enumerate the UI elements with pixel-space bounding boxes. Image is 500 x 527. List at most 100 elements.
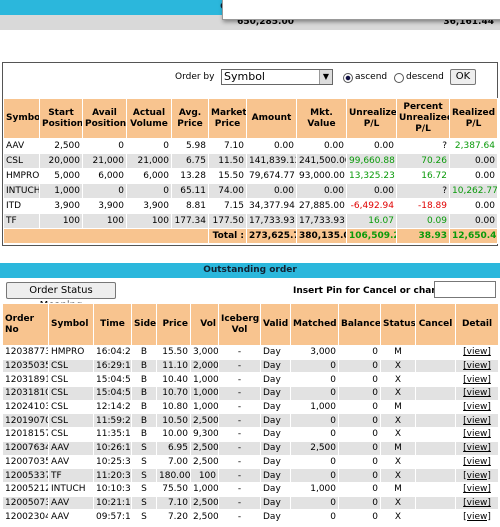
dropdown-arrow: ▼	[319, 70, 332, 84]
column-header: Side	[131, 303, 157, 346]
order-row: 12005337TF11:20:33S180.00100-Day00X[view…	[2, 468, 499, 483]
cell: 17,733.93	[296, 213, 347, 229]
cell: 0	[338, 372, 381, 388]
cancel-cell	[415, 386, 456, 401]
order-row: 12019070CSL11:59:22B10.502,500-Day00X[vi…	[2, 413, 499, 429]
column-header: Iceberg Vol	[218, 303, 261, 346]
view-link[interactable]: [view]	[463, 456, 491, 467]
cell: 1,000	[290, 481, 339, 497]
cell: 11:20:33	[93, 468, 132, 483]
cell: Day	[260, 358, 291, 374]
ok-button[interactable]: OK	[450, 69, 476, 85]
cell: 09:57:17	[93, 509, 132, 524]
cell: 0	[338, 440, 381, 456]
cell: AAV	[48, 440, 94, 456]
view-link[interactable]: [view]	[463, 443, 491, 454]
ascend-radio[interactable]	[343, 73, 353, 83]
cell: 3,000	[290, 345, 339, 360]
cell: 16:04:29	[93, 345, 132, 360]
cell: -	[218, 399, 261, 415]
cell: CSL	[48, 358, 94, 374]
cell: 0	[338, 345, 381, 360]
cell: 7.15	[208, 198, 247, 214]
view-link[interactable]: [view]	[463, 402, 491, 413]
pin-label: Insert Pin for Cancel or change:	[293, 286, 454, 296]
cell: -18.89	[396, 198, 450, 214]
order-row: 12038773HMPRO16:04:29B15.503,000-Day3,00…	[2, 345, 499, 360]
cell: Day	[260, 509, 291, 524]
total-row: Total :273,625.77380,135.00106,509.2338.…	[3, 228, 498, 244]
cell: 6,000	[126, 168, 172, 184]
column-header: Matched	[290, 303, 339, 346]
cell: 141,839.12	[246, 153, 297, 169]
cell: 0	[82, 138, 127, 154]
cell: ?	[396, 183, 450, 199]
cell: 1,000	[190, 399, 219, 415]
cell: 12007634	[2, 440, 49, 456]
view-link[interactable]: [view]	[463, 415, 491, 426]
cell: 0.00	[246, 138, 297, 154]
view-link[interactable]: [view]	[463, 388, 491, 399]
view-link[interactable]: [view]	[463, 484, 491, 495]
popup	[222, 0, 500, 20]
cancel-cell	[415, 509, 456, 524]
view-link[interactable]: [view]	[463, 497, 491, 508]
cell: M	[380, 481, 416, 497]
cell: 79,674.77	[246, 168, 297, 184]
view-link[interactable]: [view]	[463, 361, 491, 372]
cell: CSL	[48, 372, 94, 388]
cell: ITD	[3, 198, 40, 214]
cell: 12005212	[2, 481, 49, 497]
cell: 16.07	[346, 213, 397, 229]
order-row: 12024103CSL12:14:20B10.801,000-Day1,0000…	[2, 399, 499, 415]
cell: 2,500	[190, 509, 219, 524]
order-row: 12005073AAV10:21:17S7.102,500-Day00X[vie…	[2, 495, 499, 511]
cell: 2,500	[190, 454, 219, 470]
cell: 7.10	[208, 138, 247, 154]
view-link[interactable]: [view]	[463, 429, 491, 440]
cell: 10:21:17	[93, 495, 132, 511]
cell: 0	[338, 386, 381, 401]
cell: [view]	[455, 427, 499, 442]
cell: 99,660.88	[346, 153, 397, 169]
cell: CSL	[48, 413, 94, 429]
cell: 11.50	[208, 153, 247, 169]
cell: 0.00	[296, 138, 347, 154]
cell: 15:04:59	[93, 386, 132, 401]
cell: 1,000	[190, 386, 219, 401]
cell: 7.20	[156, 509, 191, 524]
cell: 100	[190, 468, 219, 483]
cell: 70.26	[396, 153, 450, 169]
cell: 0	[82, 183, 127, 199]
descend-radio[interactable]	[394, 73, 404, 83]
order-by-select[interactable]: Symbol ▼	[221, 69, 333, 85]
view-link[interactable]: [view]	[463, 511, 491, 522]
credit-value: 650,285.00	[237, 17, 294, 27]
cell: 6.95	[156, 440, 191, 456]
cell: 6,000	[82, 168, 127, 184]
cell: 5,000	[39, 168, 83, 184]
order-row: 12031810CSL15:04:59B10.701,000-Day00X[vi…	[2, 386, 499, 401]
cell: 0	[290, 495, 339, 511]
cell: 0	[338, 358, 381, 374]
cell: S	[131, 481, 157, 497]
cell: 74.00	[208, 183, 247, 199]
cell: 15.50	[156, 345, 191, 360]
cell: 6.75	[171, 153, 209, 169]
view-link[interactable]: [view]	[463, 470, 491, 481]
cell: CSL	[48, 427, 94, 442]
cell: Day	[260, 345, 291, 360]
view-link[interactable]: [view]	[463, 374, 491, 385]
cell: [view]	[455, 468, 499, 483]
cell: Day	[260, 468, 291, 483]
order-status-button[interactable]: Order Status Meaning	[6, 282, 116, 311]
pin-input[interactable]	[434, 281, 496, 298]
view-link[interactable]: [view]	[463, 347, 491, 358]
cell: INTUCH	[3, 183, 40, 199]
cell: S	[131, 454, 157, 470]
cell: 0	[290, 509, 339, 524]
cell: Day	[260, 372, 291, 388]
cell: CSL	[48, 386, 94, 401]
cell: [view]	[455, 386, 499, 401]
header-row: Order No Symbol Time Side Price Vol Iceberg Vo…	[2, 303, 499, 346]
